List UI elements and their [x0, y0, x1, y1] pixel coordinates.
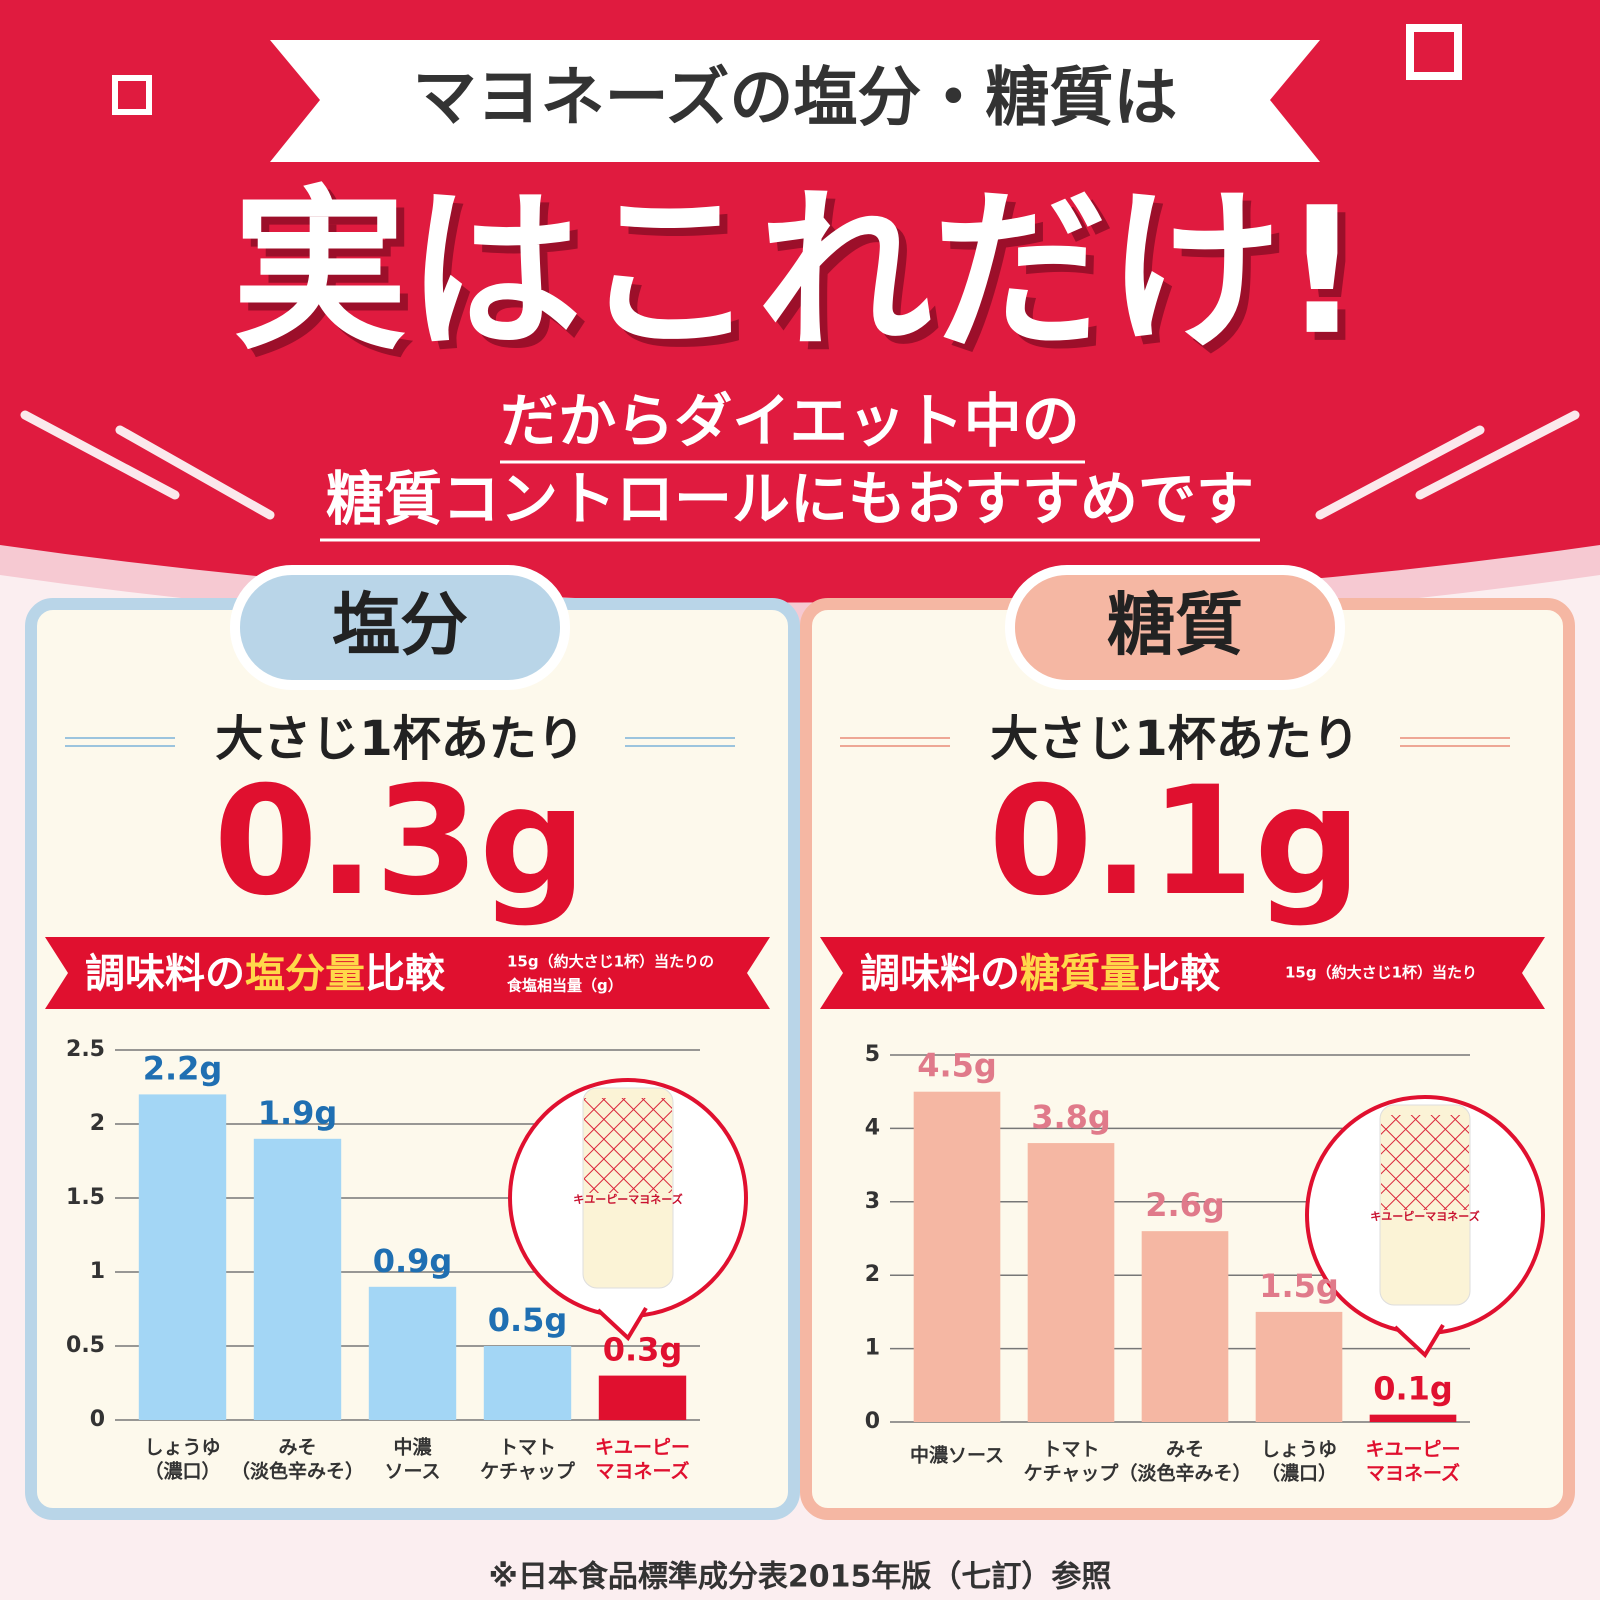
- chart-title: 調味料の塩分量比較: [85, 951, 446, 997]
- y-tick-label: 5: [865, 1042, 880, 1067]
- y-tick-label: 2.5: [66, 1037, 105, 1062]
- bar: [368, 1286, 457, 1420]
- x-tick-label: （淡色辛みそ）: [1118, 1462, 1251, 1485]
- x-tick-label: （濃口）: [144, 1460, 220, 1483]
- bar: [483, 1346, 572, 1420]
- bar: [1369, 1414, 1457, 1422]
- title-ribbon: [820, 937, 1545, 1009]
- y-tick-label: 1: [90, 1259, 105, 1284]
- x-tick-label: 中濃ソース: [910, 1444, 1004, 1467]
- x-tick-label: みそ: [278, 1437, 316, 1459]
- y-tick-label: 2: [865, 1262, 880, 1287]
- y-tick-label: 1: [865, 1336, 880, 1361]
- bar: [1027, 1143, 1115, 1422]
- title-part: 調味料の: [85, 951, 245, 997]
- decor-square: [112, 75, 152, 115]
- bar: [138, 1094, 227, 1420]
- footnote: ※日本食品標準成分表2015年版（七訂）参照: [489, 1560, 1112, 1595]
- per-label: 大さじ1杯あたり: [215, 711, 584, 767]
- tab-label: 糖質: [1107, 587, 1243, 666]
- x-tick-label: ケチャップ: [480, 1460, 576, 1483]
- x-tick-label: マヨネーズ: [1366, 1462, 1460, 1485]
- bottle-hatch: [1381, 1115, 1469, 1210]
- sub-line: 糖質コントロールにもおすすめです: [326, 465, 1254, 533]
- tab-label: 塩分: [332, 587, 468, 666]
- banner: [270, 40, 1320, 162]
- x-tick-label: （濃口）: [1261, 1462, 1337, 1485]
- per-label: 大さじ1杯あたり: [990, 711, 1359, 767]
- chart-subtitle: 15g（約大さじ1杯）当たり: [1285, 964, 1477, 982]
- value-label: 0.3g: [603, 1331, 683, 1369]
- bar: [913, 1091, 1001, 1422]
- x-tick-label: ケチャップ: [1024, 1462, 1120, 1485]
- bottle-label: キユーピーマヨネーズ: [573, 1192, 682, 1206]
- title-part: 比較: [365, 951, 446, 997]
- value-label: 1.5g: [1259, 1267, 1339, 1305]
- x-tick-label: ソース: [384, 1461, 440, 1483]
- y-tick-label: 3: [865, 1189, 880, 1214]
- value-label: 2.2g: [143, 1049, 223, 1087]
- value-label: 1.9g: [258, 1094, 338, 1132]
- bar: [1141, 1231, 1229, 1422]
- chart-title: 調味料の糖質量比較: [860, 951, 1221, 997]
- x-tick-label: （淡色辛みそ）: [231, 1460, 364, 1483]
- x-tick-label: マヨネーズ: [595, 1460, 689, 1483]
- y-tick-label: 1.5: [66, 1185, 105, 1210]
- x-tick-label: トマト: [1042, 1439, 1099, 1461]
- y-tick-label: 0: [865, 1409, 880, 1434]
- title-part: 比較: [1140, 951, 1221, 997]
- value-label: 0.9g: [373, 1242, 453, 1280]
- value-label: 0.5g: [488, 1301, 568, 1339]
- x-tick-label: トマト: [499, 1437, 556, 1459]
- decor-square: [1406, 24, 1462, 80]
- x-tick-label: キユーピー: [1365, 1439, 1460, 1461]
- title-ribbon: [45, 937, 770, 1009]
- bar: [253, 1138, 342, 1420]
- x-tick-label: みそ: [1166, 1439, 1204, 1461]
- x-tick-label: しょうゆ: [144, 1437, 220, 1459]
- bottle-hatch: [584, 1098, 672, 1193]
- title-part: 塩分量: [245, 951, 365, 997]
- x-tick-label: キユーピー: [595, 1437, 690, 1459]
- y-tick-label: 0.5: [66, 1333, 105, 1358]
- y-tick-label: 4: [865, 1115, 880, 1140]
- bubble-tail: [1393, 1323, 1445, 1359]
- bubble-tail: [596, 1306, 648, 1342]
- chart-subtitle: 15g（約大さじ1杯）当たりの: [507, 953, 714, 971]
- decor-lines: [20, 410, 1580, 520]
- amount: 0.3g: [213, 755, 586, 929]
- y-tick-label: 2: [90, 1111, 105, 1136]
- x-tick-label: しょうゆ: [1261, 1439, 1337, 1461]
- title-part: 調味料の: [860, 951, 1020, 997]
- value-label: 4.5g: [917, 1047, 997, 1085]
- headline-shadow: 実はこれだけ!: [240, 179, 1370, 382]
- bottle-label: キユーピーマヨネーズ: [1370, 1209, 1479, 1223]
- tab: [230, 565, 570, 690]
- bar: [598, 1375, 687, 1420]
- bar: [1255, 1311, 1343, 1422]
- title-part: 糖質量: [1020, 951, 1140, 997]
- banner-text: マヨネーズの塩分・糖質は: [413, 62, 1178, 136]
- value-label: 3.8g: [1031, 1098, 1111, 1136]
- x-tick-label: 中濃: [393, 1436, 432, 1459]
- sub-line: だからダイエット中の: [500, 387, 1079, 455]
- y-tick-label: 0: [90, 1407, 105, 1432]
- headline: 実はこれだけ!: [232, 171, 1362, 374]
- tab: [1005, 565, 1345, 690]
- value-label: 2.6g: [1145, 1186, 1225, 1224]
- value-label: 0.1g: [1373, 1370, 1453, 1408]
- amount: 0.1g: [988, 755, 1361, 929]
- chart-subtitle: 食塩相当量（g）: [507, 977, 623, 995]
